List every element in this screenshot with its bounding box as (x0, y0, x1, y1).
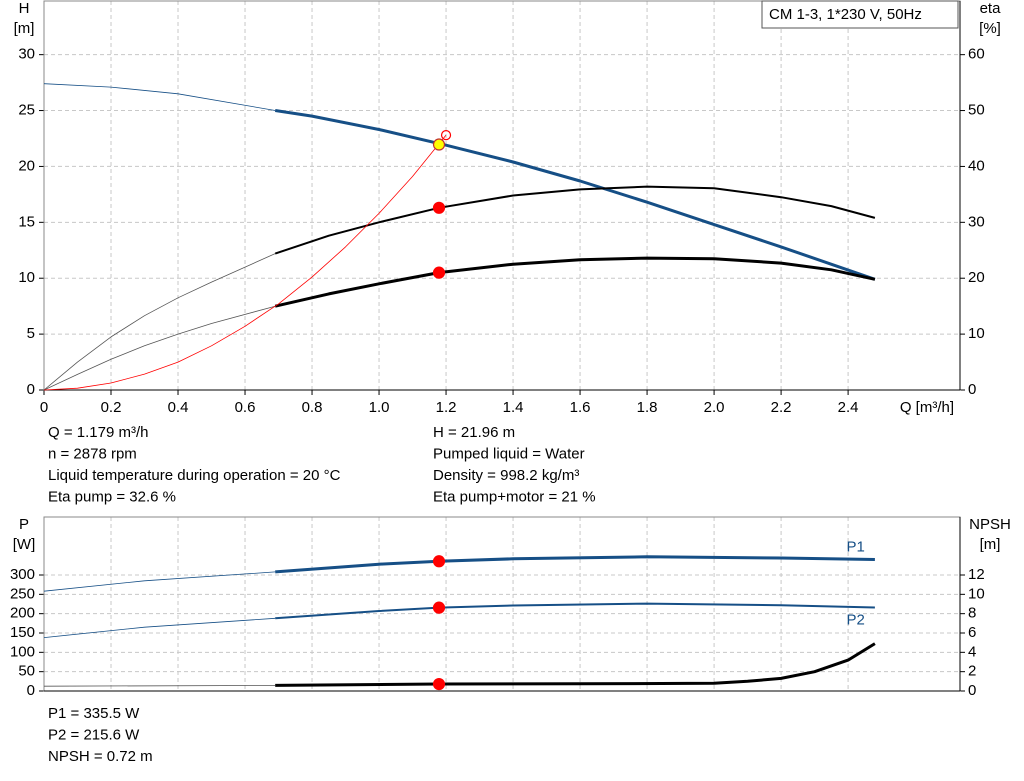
info-text: NPSH = 0.72 m (48, 748, 153, 765)
info-text: Liquid temperature during operation = 20… (48, 467, 341, 484)
curve (274, 185, 876, 255)
marker (432, 601, 446, 614)
y-tick-label: 0 (27, 381, 35, 398)
info-text: n = 2878 rpm (48, 445, 137, 462)
y-tick-label: 50 (18, 663, 35, 680)
x-tick-label: 1.8 (637, 399, 658, 416)
y2-axis-label: [m] (980, 536, 1001, 553)
info-text: Q = 1.179 m³/h (48, 424, 148, 441)
y-axis-label: H (19, 0, 30, 17)
y-tick-label: 25 (18, 102, 35, 119)
curve (274, 109, 876, 281)
x-tick-label: 0.2 (101, 399, 122, 416)
y2-tick-label: 50 (968, 102, 985, 119)
y2-axis-label: eta (980, 0, 1002, 17)
y-tick-label: 250 (10, 585, 35, 602)
y2-tick-label: 10 (968, 325, 985, 342)
plot-frame (43, 0, 961, 391)
y-axis-label: P (19, 516, 29, 533)
curve (275, 555, 875, 574)
y2-tick-label: 2 (968, 663, 976, 680)
x-tick-label: 0.6 (235, 399, 256, 416)
y2-axis-label: [%] (979, 20, 1001, 37)
title-box (761, 0, 959, 29)
curve-label: P2 (847, 611, 865, 628)
chart-title: CM 1-3, 1*230 V, 50Hz (769, 6, 922, 23)
curve (275, 602, 875, 620)
y-axis-label: [W] (13, 536, 36, 553)
y2-tick-label: 0 (968, 381, 976, 398)
info-text: P1 = 335.5 W (48, 705, 140, 722)
y2-tick-label: 10 (968, 585, 985, 602)
info-text: Eta pump+motor = 21 % (433, 488, 596, 505)
curve-label: P1 (847, 539, 865, 556)
curve (43, 617, 276, 638)
x-axis-label: Q [m³/h] (900, 399, 954, 416)
x-tick-label: 0 (40, 399, 48, 416)
info-text: Density = 998.2 kg/m³ (433, 467, 579, 484)
marker (432, 677, 446, 691)
y2-tick-label: 60 (968, 46, 985, 63)
y2-tick-label: 12 (968, 566, 985, 583)
curve (43, 685, 276, 687)
y2-tick-label: 30 (968, 213, 985, 230)
y2-tick-label: 6 (968, 624, 976, 641)
x-tick-label: 2.0 (704, 399, 725, 416)
curve (43, 83, 276, 111)
x-tick-label: 2.4 (838, 399, 859, 416)
curve (43, 571, 276, 592)
marker (432, 201, 446, 214)
x-tick-label: 1.2 (436, 399, 457, 416)
marker (432, 266, 446, 279)
x-tick-label: 2.2 (771, 399, 792, 416)
marker (440, 130, 452, 141)
curve (43, 134, 447, 391)
x-tick-label: 1.0 (369, 399, 390, 416)
plot-frame (43, 516, 961, 692)
y2-tick-label: 40 (968, 157, 985, 174)
y-tick-label: 10 (18, 269, 35, 286)
curve (274, 256, 876, 308)
y-axis-label: [m] (14, 20, 35, 37)
marker (432, 138, 446, 151)
y-tick-label: 100 (10, 643, 35, 660)
y-tick-label: 300 (10, 566, 35, 583)
y-tick-label: 200 (10, 605, 35, 622)
y-tick-label: 15 (18, 213, 35, 230)
y2-tick-label: 20 (968, 269, 985, 286)
y2-tick-label: 8 (968, 605, 976, 622)
curve (43, 305, 276, 391)
y-tick-label: 0 (27, 682, 35, 699)
marker (432, 555, 446, 568)
y-tick-label: 5 (27, 325, 35, 342)
x-tick-label: 1.4 (503, 399, 524, 416)
info-text: Pumped liquid = Water (433, 445, 585, 462)
info-text: H = 21.96 m (433, 424, 515, 441)
curve (43, 253, 276, 391)
y-tick-label: 30 (18, 46, 35, 63)
y-tick-label: 20 (18, 157, 35, 174)
y2-tick-label: 0 (968, 682, 976, 699)
info-text: Eta pump = 32.6 % (48, 488, 176, 505)
y2-tick-label: 4 (968, 643, 976, 660)
curve (275, 642, 876, 687)
y2-axis-label: NPSH (969, 516, 1011, 533)
y-tick-label: 150 (10, 624, 35, 641)
x-tick-label: 0.8 (302, 399, 323, 416)
x-tick-label: 0.4 (168, 399, 189, 416)
x-tick-label: 1.6 (570, 399, 591, 416)
info-text: P2 = 215.6 W (48, 726, 140, 743)
